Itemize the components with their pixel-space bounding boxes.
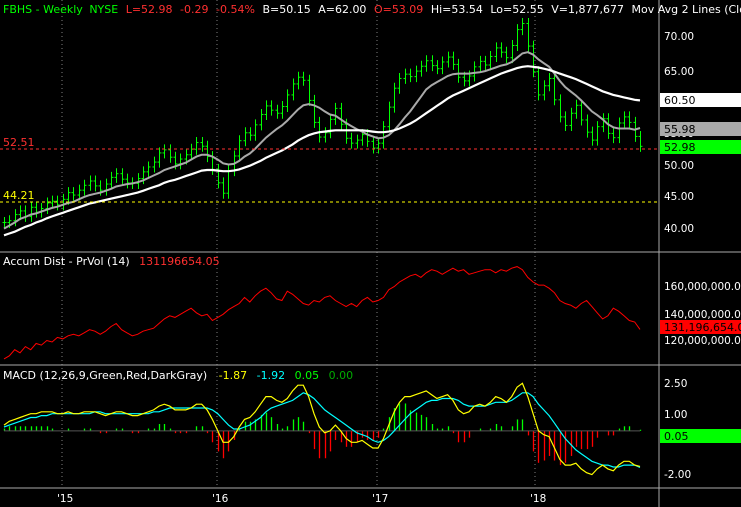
ma-fast-tag-label: 55.98 <box>664 123 696 136</box>
open: O=53.09 <box>374 3 423 16</box>
resistance-label: 52.51 <box>3 136 35 149</box>
accum-dist-line <box>3 266 641 360</box>
accum-tick: 120,000,000.00 <box>664 335 741 347</box>
study-label: Mov Avg 2 Lines (Clos <box>631 3 741 16</box>
volume: V=1,877,677 <box>551 3 624 16</box>
x-axis-label: '17 <box>372 493 388 505</box>
macd-line <box>3 382 641 476</box>
price-panel[interactable] <box>2 18 643 237</box>
price-tick: 50.00 <box>664 160 694 172</box>
macd-hist-tag-label: 0.05 <box>664 430 689 443</box>
price-tick: 65.00 <box>664 66 694 78</box>
support-label: 44.21 <box>3 189 35 202</box>
exchange: NYSE <box>89 3 118 16</box>
accum-title: Accum Dist - PrVol (14) 131196654.05 <box>3 255 220 268</box>
signal-value: -1.92 <box>257 369 285 382</box>
macd-hist-tag <box>660 429 741 443</box>
accum-value: 131196654.05 <box>139 255 219 268</box>
low: Lo=52.55 <box>490 3 543 16</box>
x-axis-label: '16 <box>212 493 229 505</box>
last-price: L=52.98 <box>126 3 173 16</box>
macd-tick: 2.50 <box>664 378 687 390</box>
x-axis-label: '15 <box>57 493 73 505</box>
header-legend: FBHS - Weekly NYSE L=52.98 -0.29 -0.54% … <box>3 3 741 16</box>
macd-title: MACD (12,26,9,Green,Red,DarkGray) -1.87 … <box>3 369 353 382</box>
change-percent: -0.54% <box>216 3 255 16</box>
price-tick: 45.00 <box>664 191 694 203</box>
accum-tick: 160,000,000.00 <box>664 281 741 293</box>
macd-value: -1.87 <box>219 369 247 382</box>
last-price-tag-label: 52.98 <box>664 141 696 154</box>
accum-dist-panel[interactable] <box>3 266 641 360</box>
accum-tag <box>660 320 741 334</box>
ma-slow-line <box>3 65 641 237</box>
ask: A=62.00 <box>318 3 366 16</box>
accum-tag-label: 131,196,654.05 <box>664 321 741 334</box>
ma-fast-tag <box>660 122 741 136</box>
accum-tick: 140,000,000.00 <box>664 309 741 321</box>
macd-title-text: MACD (12,26,9,Green,Red,DarkGray) <box>3 369 207 382</box>
hist-value: 0.05 <box>295 369 320 382</box>
last-price-tag <box>660 140 741 154</box>
symbol: FBHS <box>3 3 32 16</box>
zero-value: 0.00 <box>329 369 354 382</box>
bid: B=50.15 <box>262 3 310 16</box>
chart-grid <box>61 0 536 488</box>
x-axis-label: '18 <box>530 493 546 505</box>
ma-slow-tag <box>660 93 741 107</box>
period: Weekly <box>43 3 83 16</box>
macd-tick: -2.00 <box>664 469 691 481</box>
ma-fast-line <box>3 51 641 230</box>
high: Hi=53.54 <box>431 3 483 16</box>
price-tick: 40.00 <box>664 223 694 235</box>
macd-tick: 1.00 <box>664 409 687 421</box>
accum-title-text: Accum Dist - PrVol (14) <box>3 255 130 268</box>
change: -0.29 <box>180 3 208 16</box>
price-tick: 70.00 <box>664 31 694 43</box>
macd-panel[interactable] <box>3 382 642 476</box>
ma-slow-tag-label: 60.50 <box>664 94 696 107</box>
